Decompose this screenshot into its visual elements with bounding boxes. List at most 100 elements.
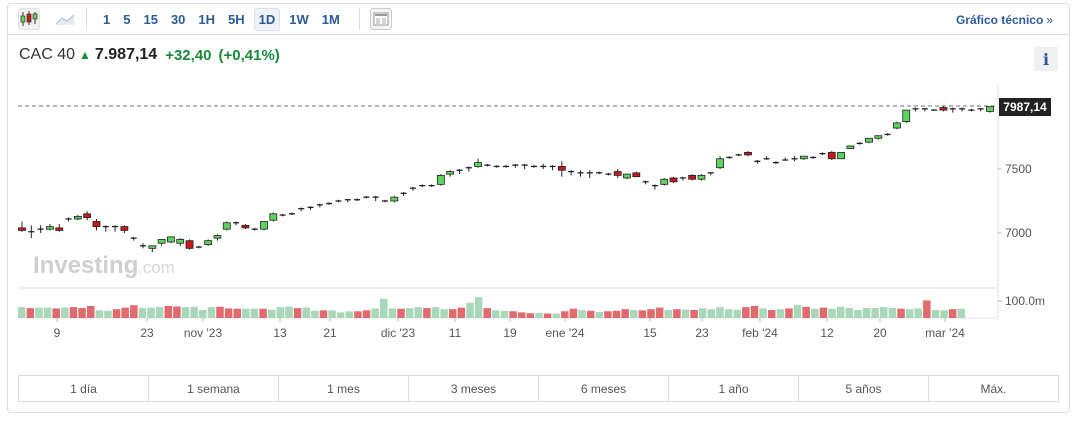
layout-icon[interactable] [369,8,392,30]
volume-bar [604,311,612,318]
volume-bar [776,309,785,318]
chart-toolbar: 1 5 15 30 1H 5H 1D 1W 1M Gráfico técnico» [8,4,1069,35]
volume-bar [914,308,922,318]
x-axis-label: 13 [273,326,287,340]
x-axis-label: 20 [873,326,887,340]
volume-bar [474,297,483,318]
svg-text:7987,14: 7987,14 [1003,100,1047,114]
volume-bar [138,308,147,318]
x-axis-label: 12 [820,326,834,340]
x-axis-label: 9 [54,326,61,340]
candle [55,227,64,231]
volume-bar [940,310,948,318]
candle [390,196,399,202]
volume-bar [621,309,629,318]
x-axis-label: 21 [323,326,337,340]
technical-chart-link[interactable]: Gráfico técnico» [956,13,1053,27]
timeframe-30[interactable]: 30 [170,11,186,27]
volume-bar [854,310,862,318]
x-axis-label: 19 [503,326,517,340]
x-axis-label: nov '23 [184,326,223,340]
timeframe-1h[interactable]: 1H [198,11,216,27]
range-button[interactable]: 1 mes [279,376,409,401]
volume-bar [414,307,423,318]
volume-bar [724,309,733,318]
volume-bar [828,308,836,318]
volume-bar [293,308,302,318]
volume-bar [957,308,966,318]
candle [176,238,185,244]
candle [222,222,231,230]
candle [557,166,566,171]
candle [474,162,482,167]
candlestick-icon[interactable] [18,8,40,30]
timeframe-1d[interactable]: 1D [253,7,281,31]
volume-bar [552,313,560,318]
time-range-selector: 1 día 1 semana 1 mes 3 meses 6 meses 1 año 5 a… [18,375,1059,402]
range-button[interactable]: Máx. [980,381,1007,396]
timeframe-15[interactable]: 15 [143,11,158,27]
range-button[interactable]: 6 meses [539,376,669,401]
volume-bar [673,309,681,318]
volume-bar [69,307,78,318]
volume-bar [104,310,112,318]
candlestick-chart[interactable]: Investing .com 7500 7000 100.0m 9 23 nov '23 13 2… [0,0,1077,370]
range-button[interactable]: 3 meses [409,376,539,401]
candle [939,107,948,111]
y-axis-label: 7500 [1005,162,1032,176]
volume-bar [595,311,604,318]
x-axis-label: 11 [449,326,462,340]
volume-bar [698,308,707,318]
candle [120,226,129,231]
volume-bar [190,306,198,318]
candle [827,151,836,160]
timeframe-1[interactable]: 1 [103,11,111,27]
volume-bar [612,310,621,318]
timeframe-1w[interactable]: 1W [289,11,309,27]
range-button[interactable]: 1 semana [149,376,279,401]
volume-bar [845,308,854,318]
timeframe-5h[interactable]: 5H [228,11,245,27]
volume-bar [173,306,181,318]
volume-bar [112,309,121,318]
volume-bar [362,310,371,318]
volume-bar [233,308,241,318]
area-chart-icon[interactable] [54,8,76,30]
timeframe-1m[interactable]: 1M [321,11,340,27]
volume-bar [819,307,828,318]
volume-bar [216,306,224,318]
x-axis-label: 23 [140,326,154,340]
volume-bar [242,308,250,318]
range-button[interactable]: 1 año [669,376,799,401]
volume-bar [147,307,155,318]
candle [18,227,26,231]
candle [893,122,901,129]
volume-bar [311,310,319,318]
candle [865,137,873,143]
volume-bar [207,307,216,318]
timeframe-5[interactable]: 5 [123,11,131,27]
instrument-name: CAC 40 [19,46,76,63]
volume-bar [26,308,35,318]
candle [902,109,911,123]
volume-bar [526,313,535,318]
volume-bar [250,308,259,318]
volume-bar [836,306,845,318]
info-button[interactable]: i [1034,47,1058,71]
volume-bar [630,310,638,318]
volume-bar [466,302,474,318]
candle [799,155,808,160]
volume-bar [354,311,362,318]
candle [46,226,54,230]
volume-bar [285,306,293,318]
range-button[interactable]: 1 día [19,376,149,401]
volume-bar [52,308,60,318]
last-price-marker [999,98,1051,116]
volume-bar [405,308,414,318]
volume-bar [759,308,767,318]
candle [73,215,82,220]
volume-bar [43,307,52,318]
range-button[interactable]: 5 años [799,376,929,401]
toolbar-divider [358,8,360,30]
candle [697,174,706,180]
